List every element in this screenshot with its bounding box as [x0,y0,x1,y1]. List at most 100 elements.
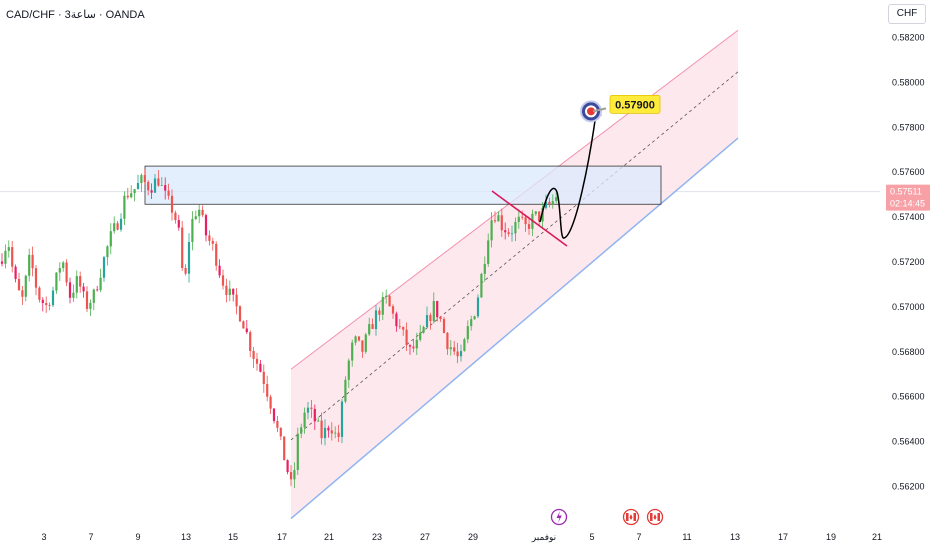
resistance-zone[interactable] [144,165,662,205]
symbol-title: CAD/CHF · 3ساعة · OANDA [6,9,145,21]
candle [204,213,208,242]
x-tick-label: نوفمبر [531,532,556,542]
candle [381,292,384,321]
candle [446,332,449,355]
candle [340,399,344,444]
candle [119,213,123,232]
canada-flag-icon[interactable] [646,508,664,526]
candle [524,214,527,232]
candle [102,255,106,282]
candle [194,210,197,221]
candle [79,271,82,293]
candle [187,233,191,283]
candle [364,332,367,354]
candle [514,217,517,242]
candle [490,212,493,248]
candle [439,315,442,322]
x-tick-label: 27 [420,532,430,542]
candle [534,211,537,216]
target-price-text: 0.57900 [615,99,655,111]
current-price-badge[interactable]: 0.57511 02:14:45 [886,184,930,211]
candle [123,191,126,225]
candle [116,220,119,231]
countdown-text: 02:14:45 [890,199,925,209]
candle [160,177,163,186]
candle [442,316,446,334]
candle [51,286,55,307]
candle [4,244,7,269]
y-tick-label: 0.58200 [892,33,925,43]
canada-flag-icon[interactable] [622,508,640,526]
falling-trendline[interactable] [491,190,568,247]
candle [541,202,544,230]
candle [249,330,252,358]
candle [300,423,303,439]
candle [272,407,276,424]
candle [279,427,282,441]
candle [7,240,10,258]
y-tick-label: 0.57400 [892,212,925,222]
candle [493,211,497,224]
candle [344,376,347,404]
candle [221,269,225,290]
candle [147,180,150,196]
projection-arrow[interactable] [539,103,602,239]
candle [412,339,415,353]
candle [449,340,452,356]
candle [92,288,95,311]
candle [459,344,463,362]
candle [208,230,211,246]
candle [436,300,439,322]
x-tick-label: 13 [730,532,740,542]
candle [184,264,187,276]
currency-button[interactable]: CHF [888,4,926,24]
candle [82,283,85,298]
candle [14,264,17,283]
candle [507,228,510,237]
candle [517,209,520,229]
candle [262,364,265,393]
candle [126,187,129,200]
candle [293,462,296,488]
candle [466,320,469,344]
y-tick-label: 0.56800 [892,347,925,357]
candle [85,286,89,313]
lightning-icon[interactable] [550,508,568,526]
candle [480,272,483,298]
time-axis[interactable]: 3 7 9 13 15 17 21 23 27 29 نوفمبر 5 7 11 13 17 19 21 [41,532,882,542]
candle [153,173,157,193]
candle [419,324,422,342]
candle [510,225,514,242]
candle [327,425,330,438]
y-tick-label: 0.57800 [892,122,925,132]
x-tick-label: 7 [88,532,93,542]
channel-layer [0,29,880,520]
target-label[interactable]: 0.57900 [609,94,661,114]
candle [170,189,174,221]
target-icon[interactable] [580,100,607,123]
candle [136,174,140,190]
candle [99,268,102,293]
candle [48,302,51,311]
candle [483,256,486,282]
current-price-text: 0.57511 [890,187,922,197]
channel-lower-line[interactable] [290,137,739,520]
events-layer[interactable] [550,508,664,526]
candle [242,320,245,329]
candle [167,183,170,200]
y-tick-label: 0.57000 [892,302,925,312]
price-axis[interactable]: 0.58200 0.58000 0.57800 0.57600 0.57400 0.572… [886,33,930,492]
candle [368,317,371,336]
candle [109,223,112,255]
candle [215,241,218,271]
candle [55,272,58,294]
candle [72,284,75,302]
drawings-layer: 0.57900 [491,94,661,247]
channel-mid-line[interactable] [290,71,739,441]
candle [473,315,476,320]
x-tick-label: 15 [228,532,238,542]
candle [245,320,248,334]
zone-layer [144,165,662,205]
